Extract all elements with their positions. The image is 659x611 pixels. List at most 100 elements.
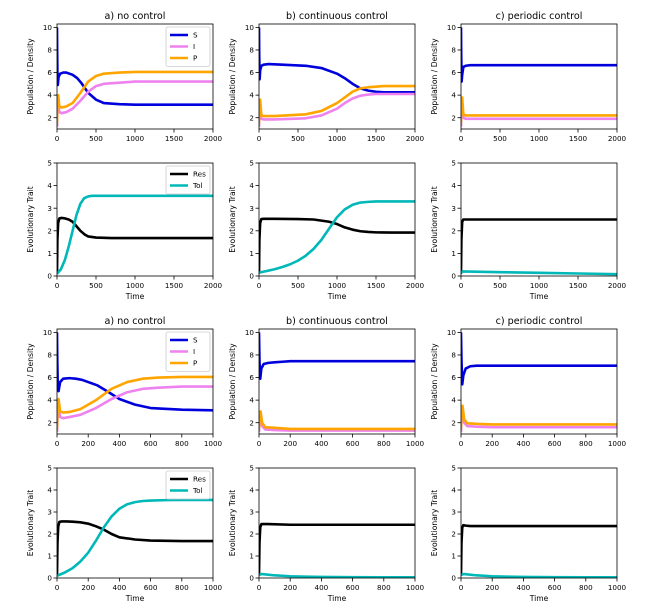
axes-frame: [258, 328, 416, 435]
x-tick-label: 400: [517, 583, 531, 592]
x-tick-label: 200: [283, 439, 297, 448]
series-line-i: [461, 410, 617, 432]
y-tick-label: 8: [249, 351, 254, 360]
x-tick-label: 500: [291, 281, 305, 290]
y-tick-label: 4: [451, 486, 456, 495]
y-tick-label: 1: [249, 249, 254, 258]
legend-label-i: I: [193, 42, 195, 51]
subplot-r4c3: 0 200 400 600 800 1000 0 1 2 3 4 5 Time Evolutionary …: [430, 464, 627, 603]
x-tick-label: 600: [346, 439, 360, 448]
y-tick-label: 0: [451, 574, 456, 583]
y-tick-label: 2: [451, 113, 456, 122]
axes-frame: [460, 328, 618, 435]
y-tick-label: 1: [249, 552, 254, 561]
series-line-tol: [259, 200, 415, 274]
y-axis-label: Evolutionary Trait: [430, 490, 439, 556]
x-tick-label: 500: [89, 281, 103, 290]
x-tick-label: 1000: [328, 134, 347, 143]
x-axis-label: Time: [529, 594, 549, 603]
y-tick-label: 0: [249, 574, 254, 583]
x-tick-label: 400: [113, 439, 127, 448]
y-tick-label: 1: [47, 249, 52, 258]
y-tick-label: 4: [451, 91, 456, 100]
subplot-title: a) no control: [105, 316, 166, 327]
y-tick-label: 5: [47, 464, 52, 473]
series-line-p: [57, 70, 213, 124]
x-tick-label: 0: [459, 281, 464, 290]
y-tick-label: 3: [249, 204, 254, 213]
series-line-s: [461, 27, 617, 83]
x-tick-label: 1000: [126, 281, 145, 290]
x-tick-label: 0: [257, 583, 262, 592]
axes-frame: [56, 328, 214, 435]
y-tick-label: 2: [451, 418, 456, 427]
x-tick-label: 800: [579, 439, 593, 448]
y-tick-label: 1: [47, 552, 52, 561]
y-tick-label: 4: [47, 181, 52, 190]
y-tick-label: 0: [451, 272, 456, 281]
x-tick-label: 800: [579, 583, 593, 592]
x-tick-label: 1500: [569, 134, 588, 143]
x-tick-label: 400: [113, 583, 127, 592]
subplot-r2c1: 0 500 1000 1500 2000 0 1 2 3 4 5 Time Evolutionary T…: [26, 159, 223, 301]
y-tick-label: 5: [47, 159, 52, 168]
y-tick-label: 4: [249, 91, 254, 100]
y-axis-label: Evolutionary Trait: [430, 186, 439, 252]
subplot-r2c2: 0 500 1000 1500 2000 0 1 2 3 4 5 Time Evolutionary T…: [228, 159, 425, 301]
x-axis-label: Time: [125, 594, 145, 603]
subplot-title: a) no control: [105, 11, 166, 22]
subplot-r3c3: 0 200 400 600 800 1000 2 4 6 8 10 c) periodic contr…: [430, 316, 627, 448]
legend-label-p: P: [193, 54, 198, 63]
y-tick-label: 2: [451, 530, 456, 539]
y-tick-label: 6: [249, 373, 254, 382]
series-line-s: [259, 27, 415, 94]
x-tick-label: 1000: [530, 281, 549, 290]
legend-label-tol: Tol: [192, 486, 203, 495]
x-tick-label: 2000: [406, 281, 425, 290]
x-tick-label: 1000: [126, 134, 145, 143]
series-line-p: [57, 375, 213, 429]
x-tick-label: 0: [257, 439, 262, 448]
x-tick-label: 0: [55, 583, 60, 592]
y-tick-label: 6: [47, 373, 52, 382]
series-line-res: [259, 217, 415, 274]
legend-label-i: I: [193, 347, 195, 356]
y-tick-label: 3: [451, 204, 456, 213]
x-tick-label: 500: [493, 134, 507, 143]
subplot-r1c1: 0 500 1000 1500 2000 2 4 6 8 10 a) no control Popul…: [26, 11, 223, 143]
legend-label-s: S: [193, 336, 198, 345]
x-tick-label: 400: [315, 439, 329, 448]
y-axis-label: Evolutionary Trait: [26, 186, 35, 252]
legend-label-res: Res: [193, 170, 206, 179]
x-tick-label: 800: [175, 439, 189, 448]
y-tick-label: 5: [451, 159, 456, 168]
y-tick-label: 8: [451, 351, 456, 360]
y-tick-label: 6: [249, 68, 254, 77]
y-tick-label: 0: [47, 272, 52, 281]
x-tick-label: 2000: [204, 134, 223, 143]
subplot-r4c1: 0 200 400 600 800 1000 0 1 2 3 4 5 Time Evolutionary …: [26, 464, 223, 603]
y-tick-label: 4: [451, 396, 456, 405]
legend-label-p: P: [193, 359, 198, 368]
y-tick-label: 2: [249, 418, 254, 427]
axes-frame: [460, 467, 618, 579]
x-tick-label: 1500: [165, 134, 184, 143]
y-axis-label: Population / Density: [430, 38, 439, 115]
x-tick-label: 0: [459, 134, 464, 143]
y-tick-label: 8: [451, 46, 456, 55]
x-tick-label: 0: [257, 134, 262, 143]
y-tick-label: 1: [451, 249, 456, 258]
legend: Res Tol: [165, 165, 211, 195]
x-tick-label: 1500: [367, 281, 386, 290]
y-tick-label: 0: [249, 272, 254, 281]
x-tick-label: 800: [377, 583, 391, 592]
x-tick-label: 0: [459, 583, 464, 592]
y-tick-label: 4: [249, 396, 254, 405]
x-tick-label: 0: [55, 134, 60, 143]
series-line-s: [259, 332, 415, 380]
y-axis-label: Population / Density: [26, 38, 35, 115]
y-tick-label: 10: [43, 23, 53, 32]
x-axis-label: Time: [327, 594, 347, 603]
y-axis-label: Population / Density: [26, 343, 35, 420]
y-tick-label: 3: [47, 508, 52, 517]
